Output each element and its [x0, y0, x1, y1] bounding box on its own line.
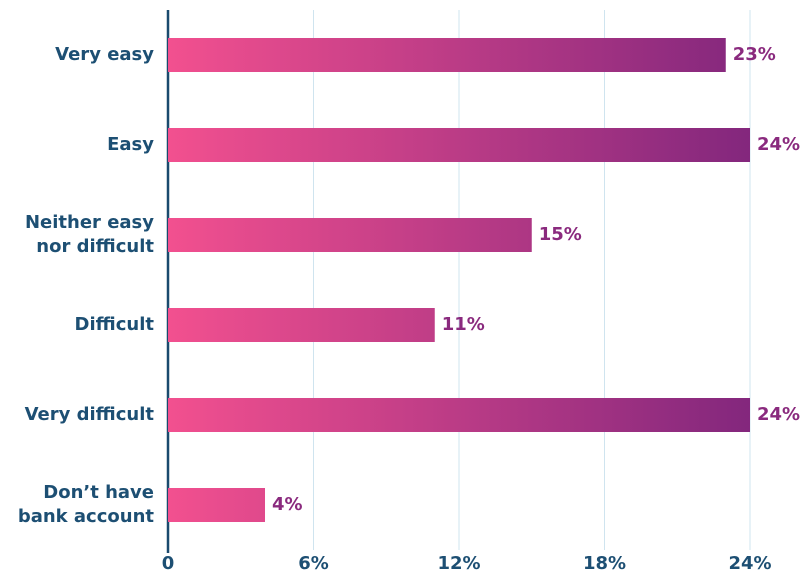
- value-label: 15%: [539, 224, 582, 245]
- x-tick-label: 6%: [298, 553, 329, 574]
- bar: [168, 128, 750, 162]
- y-tick-label: Difficult: [75, 314, 155, 335]
- y-tick-label: bank account: [18, 506, 155, 527]
- x-tick-label: 18%: [583, 553, 626, 574]
- x-tick-label: 24%: [728, 553, 771, 574]
- y-tick-label: Neither easy: [25, 212, 154, 233]
- value-label: 24%: [757, 134, 800, 155]
- bar: [168, 218, 532, 252]
- value-label: 4%: [272, 494, 303, 515]
- y-tick-label: Easy: [107, 134, 154, 155]
- bar: [168, 488, 265, 522]
- y-tick-label: Don’t have: [43, 482, 154, 503]
- value-label: 11%: [442, 314, 485, 335]
- value-label: 24%: [757, 404, 800, 425]
- y-tick-label: nor difficult: [36, 236, 154, 257]
- x-tick-label: 0: [162, 553, 175, 574]
- value-label: 23%: [733, 44, 776, 65]
- bar: [168, 308, 435, 342]
- y-tick-label: Very easy: [55, 44, 154, 65]
- bar: [168, 398, 750, 432]
- x-tick-label: 12%: [437, 553, 480, 574]
- bar: [168, 38, 726, 72]
- y-tick-label: Very difficult: [25, 404, 155, 425]
